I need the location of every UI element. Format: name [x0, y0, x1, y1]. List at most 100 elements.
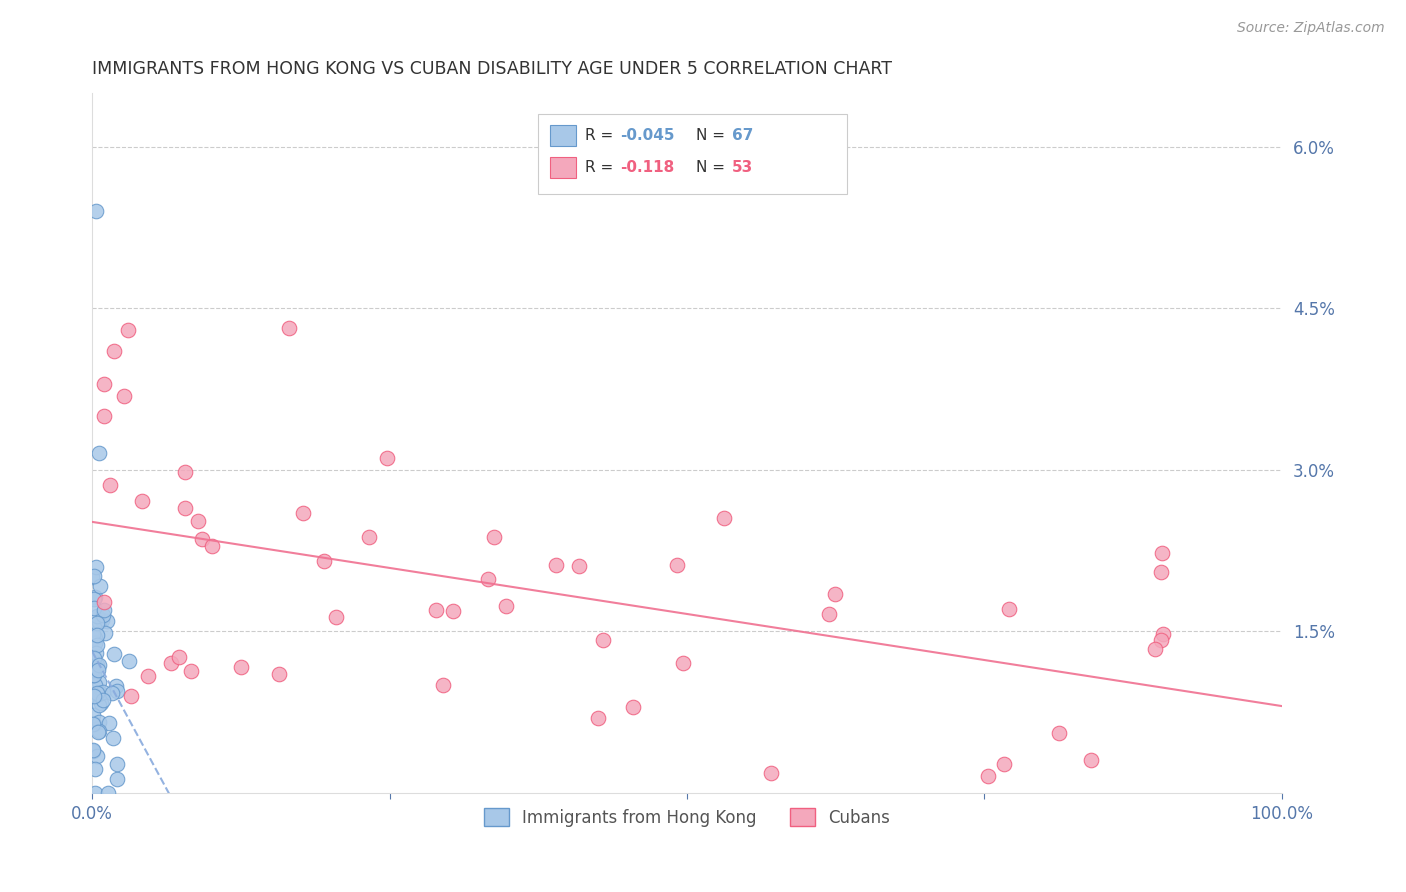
- Point: [187, 515, 209, 529]
- Point: [375, 450, 398, 465]
- Text: -0.045: -0.045: [620, 128, 675, 143]
- Point: [87, 663, 110, 677]
- Point: [83, 650, 105, 665]
- Point: [98, 716, 121, 731]
- Point: [83, 569, 105, 583]
- Point: [100, 478, 122, 492]
- Point: [325, 609, 347, 624]
- Point: [998, 602, 1021, 616]
- Point: [86, 658, 108, 673]
- Point: [818, 607, 841, 621]
- Point: [96, 614, 118, 628]
- Point: [89, 685, 111, 699]
- Point: [82, 690, 104, 704]
- Legend: Immigrants from Hong Kong, Cubans: Immigrants from Hong Kong, Cubans: [477, 802, 897, 833]
- Point: [84, 762, 107, 776]
- Point: [312, 554, 335, 568]
- Point: [269, 667, 291, 681]
- Point: [292, 506, 315, 520]
- Text: Source: ZipAtlas.com: Source: ZipAtlas.com: [1237, 21, 1385, 35]
- Point: [86, 628, 108, 642]
- Point: [167, 649, 190, 664]
- Point: [441, 603, 464, 617]
- Point: [103, 647, 125, 661]
- Point: [105, 679, 128, 693]
- Point: [1143, 641, 1166, 656]
- Point: [1080, 754, 1102, 768]
- Point: [86, 608, 108, 623]
- Point: [82, 716, 104, 731]
- Point: [1150, 632, 1173, 647]
- Point: [93, 409, 115, 423]
- Point: [173, 500, 195, 515]
- Point: [425, 603, 447, 617]
- Point: [1047, 726, 1070, 740]
- Point: [82, 663, 104, 677]
- Point: [87, 687, 110, 701]
- Point: [91, 608, 114, 623]
- Point: [83, 601, 105, 615]
- Point: [86, 646, 108, 660]
- Point: [191, 533, 214, 547]
- Point: [87, 714, 110, 729]
- Point: [101, 686, 124, 700]
- Point: [83, 678, 105, 692]
- Point: [83, 716, 105, 731]
- Point: [83, 636, 105, 650]
- Point: [666, 558, 689, 573]
- Point: [586, 711, 609, 725]
- Point: [713, 511, 735, 525]
- Point: [93, 595, 115, 609]
- Point: [672, 657, 695, 671]
- Point: [94, 626, 117, 640]
- Point: [117, 323, 139, 337]
- Point: [495, 599, 517, 613]
- Point: [357, 530, 380, 544]
- Point: [89, 658, 111, 673]
- Point: [83, 631, 105, 645]
- Point: [86, 638, 108, 652]
- Point: [90, 696, 112, 710]
- Point: [568, 558, 591, 573]
- Text: 67: 67: [733, 128, 754, 143]
- Point: [993, 757, 1015, 772]
- Point: [201, 539, 224, 553]
- Point: [1150, 546, 1173, 560]
- Point: [180, 664, 202, 678]
- Point: [82, 743, 104, 757]
- Point: [82, 661, 104, 675]
- Point: [160, 656, 183, 670]
- Point: [84, 560, 107, 574]
- Point: [86, 686, 108, 700]
- Point: [103, 731, 125, 745]
- Point: [87, 724, 110, 739]
- Point: [87, 698, 110, 712]
- Point: [93, 603, 115, 617]
- Point: [173, 465, 195, 479]
- Point: [87, 615, 110, 629]
- Point: [482, 530, 505, 544]
- Point: [477, 572, 499, 586]
- Point: [82, 668, 104, 682]
- Point: [544, 558, 567, 573]
- Point: [83, 631, 105, 645]
- Point: [105, 684, 128, 698]
- Text: R =: R =: [585, 161, 623, 176]
- Text: N =: N =: [696, 161, 730, 176]
- Point: [86, 749, 108, 764]
- Text: IMMIGRANTS FROM HONG KONG VS CUBAN DISABILITY AGE UNDER 5 CORRELATION CHART: IMMIGRANTS FROM HONG KONG VS CUBAN DISAB…: [93, 60, 893, 78]
- Point: [93, 376, 115, 391]
- Text: N =: N =: [696, 128, 730, 143]
- Point: [83, 591, 105, 606]
- Point: [131, 494, 153, 508]
- Point: [977, 769, 1000, 783]
- Point: [277, 321, 299, 335]
- Point: [761, 766, 783, 780]
- Point: [89, 579, 111, 593]
- Point: [86, 615, 108, 630]
- Point: [83, 655, 105, 669]
- Point: [87, 446, 110, 460]
- Point: [231, 660, 253, 674]
- Point: [621, 700, 644, 714]
- Point: [83, 668, 105, 682]
